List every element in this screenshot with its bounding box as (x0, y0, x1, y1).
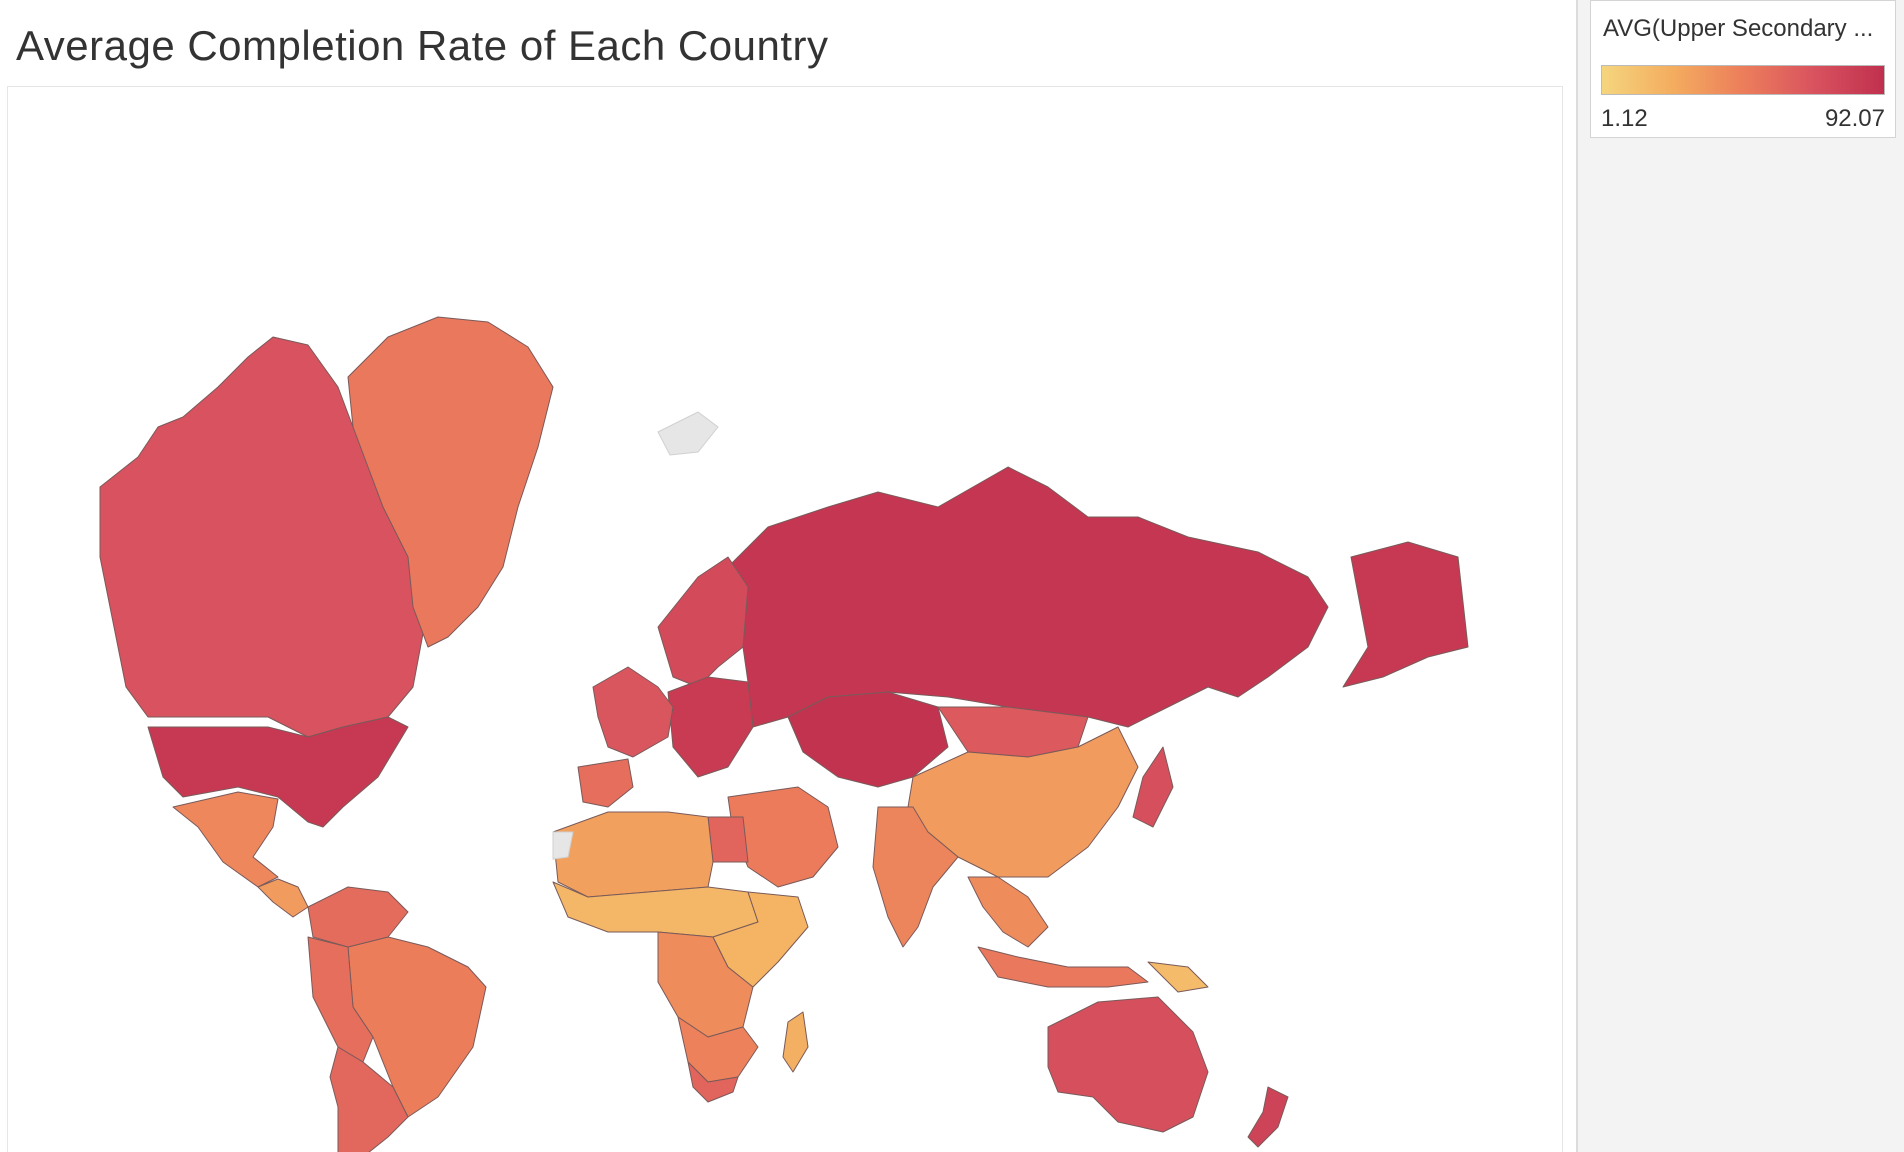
country-scandinavia[interactable]: Scandinavia: 75 (657, 556, 749, 688)
no-data-region-1 (657, 411, 719, 456)
country-kazakhstan-central-asia[interactable]: Kazakhstan / Central Asia: 90 (787, 691, 949, 788)
legend-min-label: 1.12 (1601, 105, 1648, 132)
country-central-america[interactable]: Central America: 32 (257, 878, 309, 918)
country-north-africa[interactable]: North Africa: 30 (552, 811, 714, 898)
country-madagascar[interactable]: Madagascar: 22 (782, 1011, 809, 1073)
country-indonesia[interactable]: Indonesia: 50 (977, 946, 1149, 988)
country-india[interactable]: India: 43 (872, 806, 959, 948)
color-legend[interactable]: AVG(Upper Secondary ... 1.12 92.07 (1590, 0, 1896, 138)
country-papua-new-guinea[interactable]: Papua New Guinea: 16 (1147, 961, 1209, 993)
page-title: Average Completion Rate of Each Country (16, 22, 829, 69)
country-egypt[interactable]: Egypt: 60 (707, 816, 749, 863)
country-southeast-asia[interactable]: Southeast Asia: 40 (967, 876, 1049, 948)
country-iberia[interactable]: Iberia: 55 (577, 758, 634, 808)
country-east-africa[interactable]: East Africa: 20 (712, 891, 809, 988)
side-panel: AVG(Upper Secondary ... 1.12 92.07 (1576, 0, 1904, 1152)
world-map[interactable]: Canada: 70United States: 86Greenland: 50… (8, 87, 1562, 1152)
country-layer: Canada: 70United States: 86Greenland: 50… (99, 316, 1469, 1152)
no-data-region-2 (552, 831, 574, 860)
country-greenland[interactable]: Greenland: 50 (347, 316, 554, 648)
country-mexico[interactable]: Mexico: 42 (172, 791, 279, 888)
legend-max-label: 92.07 (1824, 105, 1885, 132)
country-south-africa[interactable]: South Africa: 60 (687, 1061, 739, 1103)
country-colombia-venezuela[interactable]: Colombia / Venezuela: 56 (307, 886, 409, 948)
country-alaska[interactable]: Alaska: 86 (1342, 541, 1469, 688)
legend-gradient-bar (1601, 65, 1885, 95)
country-western-europe[interactable]: Western Europe: 68 (592, 666, 674, 758)
country-united-states[interactable]: United States: 86 (147, 716, 409, 828)
country-australia[interactable]: Australia: 72 (1047, 996, 1209, 1133)
country-peru-bolivia[interactable]: Peru / Bolivia: 55 (307, 936, 374, 1063)
country-japan[interactable]: Japan: 72 (1132, 746, 1174, 828)
legend-title: AVG(Upper Secondary ... (1603, 15, 1874, 42)
country-russia[interactable]: Russia: 88 (727, 466, 1329, 728)
map-view[interactable]: Canada: 70United States: 86Greenland: 50… (7, 86, 1563, 1152)
country-argentina-chile[interactable]: Argentina / Chile: 58 (329, 1046, 409, 1152)
country-central-europe[interactable]: Central Europe: 85 (667, 676, 754, 778)
country-new-zealand[interactable]: New Zealand: 80 (1247, 1086, 1289, 1148)
